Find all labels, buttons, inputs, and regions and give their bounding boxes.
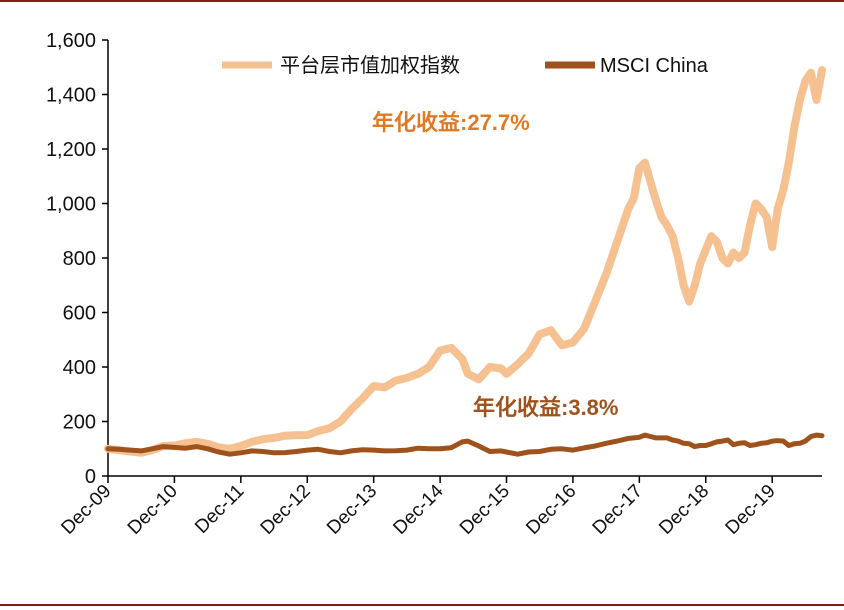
x-tick-label: Dec-09	[57, 481, 115, 539]
x-tick-label: Dec-16	[522, 481, 580, 539]
annotation-series-1-value: 27.7%	[467, 110, 529, 135]
y-tick-label: 600	[63, 303, 96, 325]
annotation-series-2-label: 年化收益:	[473, 395, 568, 420]
y-tick-label: 1,200	[46, 139, 96, 161]
x-tick-label: Dec-15	[456, 481, 514, 539]
x-tick-label: Dec-18	[655, 481, 713, 539]
x-tick-label: Dec-19	[722, 481, 780, 539]
series-layer	[104, 66, 826, 457]
x-tick-label: Dec-12	[257, 481, 315, 539]
series-line-1	[104, 66, 826, 457]
annotation-series-2: 年化收益:3.8%	[473, 395, 618, 420]
legend-label-series-1: 平台层市值加权指数	[280, 54, 460, 77]
x-tick-label: Dec-13	[323, 481, 381, 539]
annotation-series-2-value: 3.8%	[568, 395, 618, 420]
x-tick-label: Dec-11	[191, 481, 248, 538]
top-rule	[0, 0, 844, 2]
legend-label-series-2: MSCI China	[600, 55, 709, 77]
y-tick-label: 1,400	[46, 85, 96, 107]
x-tick-label: Dec-17	[589, 481, 647, 539]
y-tick-label: 0	[85, 466, 96, 488]
series-line-2	[105, 432, 825, 457]
annotations: 年化收益:27.7% 年化收益:3.8%	[372, 110, 618, 420]
bottom-rule	[0, 604, 844, 606]
y-tick-label: 1,600	[46, 30, 96, 52]
annotation-series-1-label: 年化收益:	[372, 110, 467, 135]
y-tick-label: 1,000	[46, 194, 96, 216]
x-tick-label: Dec-14	[389, 480, 447, 538]
x-tick-label: Dec-10	[124, 481, 182, 539]
annotation-series-1: 年化收益:27.7%	[372, 110, 530, 135]
y-tick-label: 800	[63, 248, 96, 270]
y-tick-label: 400	[63, 357, 96, 379]
y-tick-label: 200	[63, 412, 96, 434]
legend: 平台层市值加权指数 MSCI China	[222, 54, 709, 77]
